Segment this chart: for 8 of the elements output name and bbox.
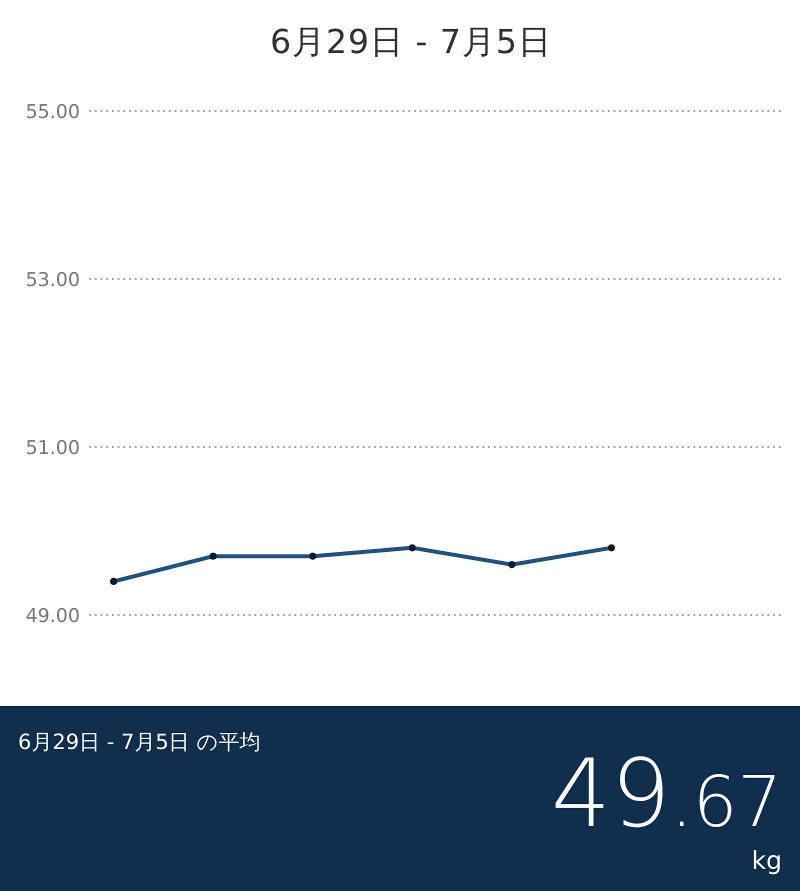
y-tick-label: 55.00 bbox=[26, 101, 80, 123]
y-tick-label: 51.00 bbox=[26, 437, 80, 459]
y-tick-label: 53.00 bbox=[26, 269, 80, 291]
text: kg bbox=[752, 846, 782, 875]
text: 6月29日 - 7月5日 の平均 bbox=[18, 729, 260, 756]
text: 49.67 bbox=[551, 740, 782, 849]
y-tick-label: 49.00 bbox=[26, 605, 80, 627]
chart-title: 6月29日 - 7月5日 bbox=[269, 21, 553, 63]
